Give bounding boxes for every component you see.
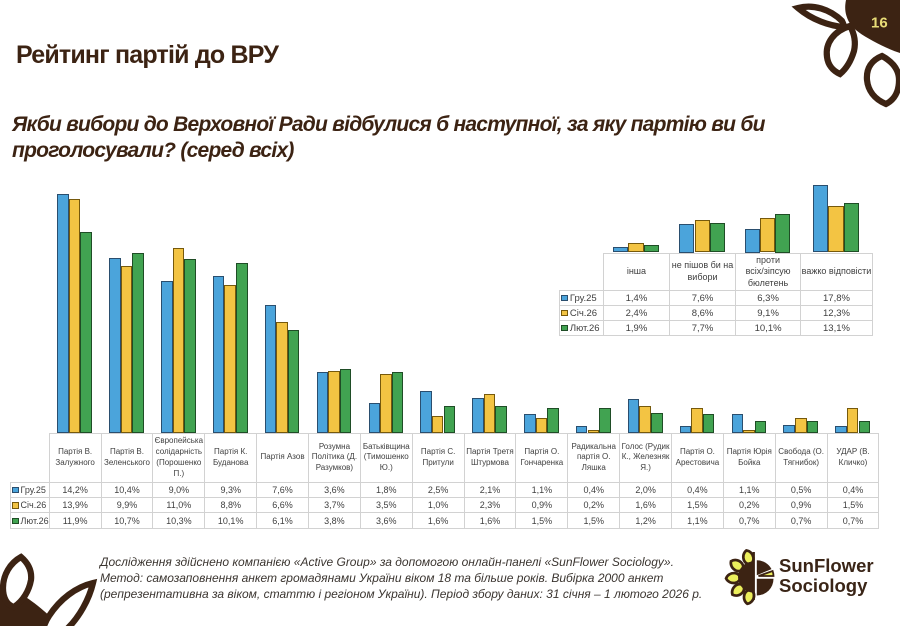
svg-text:16: 16 [871, 15, 888, 32]
